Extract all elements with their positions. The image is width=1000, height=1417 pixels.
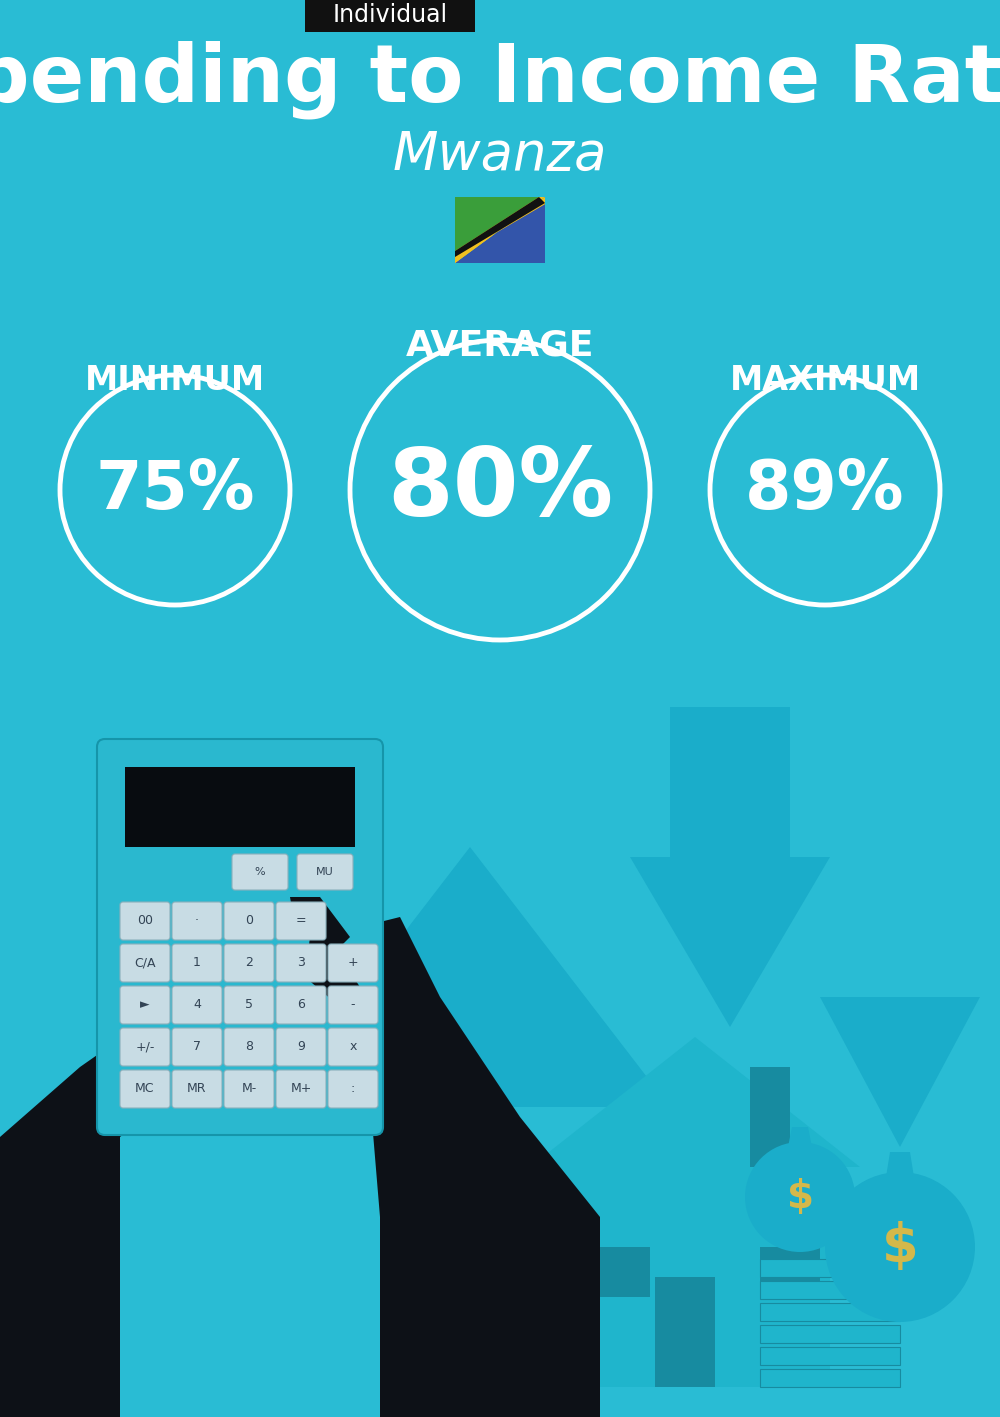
- FancyBboxPatch shape: [276, 1027, 326, 1066]
- Bar: [760, 1281, 900, 1299]
- FancyBboxPatch shape: [224, 1027, 274, 1066]
- Bar: [560, 1168, 830, 1387]
- FancyBboxPatch shape: [120, 986, 170, 1024]
- Text: MINIMUM: MINIMUM: [85, 364, 265, 397]
- FancyBboxPatch shape: [120, 1070, 170, 1108]
- Text: MAXIMUM: MAXIMUM: [729, 364, 921, 397]
- Text: M-: M-: [241, 1083, 257, 1095]
- Bar: [760, 1258, 900, 1277]
- Text: AVERAGE: AVERAGE: [406, 327, 594, 361]
- Text: 4: 4: [193, 999, 201, 1012]
- Polygon shape: [455, 197, 545, 264]
- Polygon shape: [305, 937, 360, 1007]
- Polygon shape: [380, 1297, 600, 1417]
- Text: $: $: [786, 1178, 814, 1216]
- FancyBboxPatch shape: [224, 903, 274, 939]
- FancyBboxPatch shape: [172, 1027, 222, 1066]
- Bar: [760, 1348, 900, 1365]
- Text: 2: 2: [245, 956, 253, 969]
- Text: M+: M+: [290, 1083, 312, 1095]
- Text: 7: 7: [193, 1040, 201, 1053]
- Polygon shape: [455, 197, 545, 264]
- FancyBboxPatch shape: [172, 1070, 222, 1108]
- Text: 9: 9: [297, 1040, 305, 1053]
- Text: 5: 5: [245, 999, 253, 1012]
- Text: Individual: Individual: [332, 3, 448, 27]
- Text: $: $: [882, 1221, 918, 1272]
- Bar: [760, 1247, 820, 1297]
- Text: 3: 3: [297, 956, 305, 969]
- Polygon shape: [455, 197, 545, 264]
- Polygon shape: [455, 197, 545, 256]
- Text: 1: 1: [193, 956, 201, 969]
- FancyBboxPatch shape: [276, 903, 326, 939]
- FancyBboxPatch shape: [328, 986, 378, 1024]
- FancyBboxPatch shape: [120, 903, 170, 939]
- Text: MU: MU: [316, 867, 334, 877]
- FancyBboxPatch shape: [276, 944, 326, 982]
- Bar: [125, 767, 355, 847]
- Circle shape: [745, 1142, 855, 1253]
- Polygon shape: [630, 707, 830, 1027]
- Polygon shape: [886, 1152, 914, 1178]
- Bar: [750, 1067, 790, 1168]
- FancyBboxPatch shape: [172, 903, 222, 939]
- Bar: [760, 1325, 900, 1343]
- Text: +/-: +/-: [135, 1040, 155, 1053]
- FancyBboxPatch shape: [224, 944, 274, 982]
- Polygon shape: [340, 917, 600, 1417]
- Text: -: -: [351, 999, 355, 1012]
- FancyBboxPatch shape: [224, 1070, 274, 1108]
- Text: 89%: 89%: [745, 458, 905, 523]
- Polygon shape: [270, 847, 670, 1107]
- FancyBboxPatch shape: [97, 740, 383, 1135]
- FancyBboxPatch shape: [305, 0, 475, 33]
- Text: 6: 6: [297, 999, 305, 1012]
- Polygon shape: [820, 998, 980, 1146]
- Bar: [590, 1247, 650, 1297]
- Polygon shape: [0, 917, 330, 1417]
- Bar: [655, 1277, 715, 1387]
- FancyBboxPatch shape: [276, 1070, 326, 1108]
- FancyBboxPatch shape: [328, 1027, 378, 1066]
- Circle shape: [825, 1172, 975, 1322]
- Text: Spending to Income Ratio: Spending to Income Ratio: [0, 41, 1000, 119]
- FancyBboxPatch shape: [232, 854, 288, 890]
- FancyBboxPatch shape: [297, 854, 353, 890]
- Text: :: :: [351, 1083, 355, 1095]
- FancyBboxPatch shape: [120, 1027, 170, 1066]
- FancyBboxPatch shape: [328, 944, 378, 982]
- Text: x: x: [349, 1040, 357, 1053]
- Text: +: +: [348, 956, 358, 969]
- FancyBboxPatch shape: [172, 944, 222, 982]
- Text: 75%: 75%: [95, 458, 255, 523]
- FancyBboxPatch shape: [120, 944, 170, 982]
- Polygon shape: [530, 1037, 860, 1168]
- Polygon shape: [290, 897, 350, 956]
- Text: 80%: 80%: [387, 444, 613, 536]
- Text: C/A: C/A: [134, 956, 156, 969]
- Text: ►: ►: [140, 999, 150, 1012]
- FancyBboxPatch shape: [328, 1070, 378, 1108]
- Text: ·: ·: [195, 914, 199, 928]
- Text: =: =: [296, 914, 306, 928]
- Text: 0: 0: [245, 914, 253, 928]
- Polygon shape: [455, 197, 545, 264]
- Polygon shape: [788, 1127, 812, 1146]
- Text: MC: MC: [135, 1083, 155, 1095]
- Text: 8: 8: [245, 1040, 253, 1053]
- Bar: [760, 1369, 900, 1387]
- Polygon shape: [0, 1316, 120, 1417]
- Text: Mwanza: Mwanza: [393, 129, 607, 181]
- Text: MR: MR: [187, 1083, 207, 1095]
- FancyBboxPatch shape: [172, 986, 222, 1024]
- Text: 00: 00: [137, 914, 153, 928]
- Bar: [760, 1304, 900, 1321]
- FancyBboxPatch shape: [276, 986, 326, 1024]
- Text: %: %: [255, 867, 265, 877]
- FancyBboxPatch shape: [224, 986, 274, 1024]
